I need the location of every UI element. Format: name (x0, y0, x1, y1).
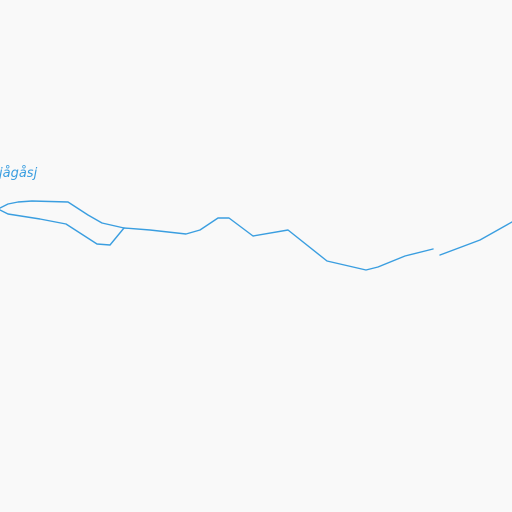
river-east-reach (439, 221, 512, 256)
river-name-label: jågåsj (0, 166, 38, 181)
river-channel-south (0, 209, 125, 246)
river-main-stem (123, 217, 434, 271)
river-channel-north (0, 200, 125, 229)
